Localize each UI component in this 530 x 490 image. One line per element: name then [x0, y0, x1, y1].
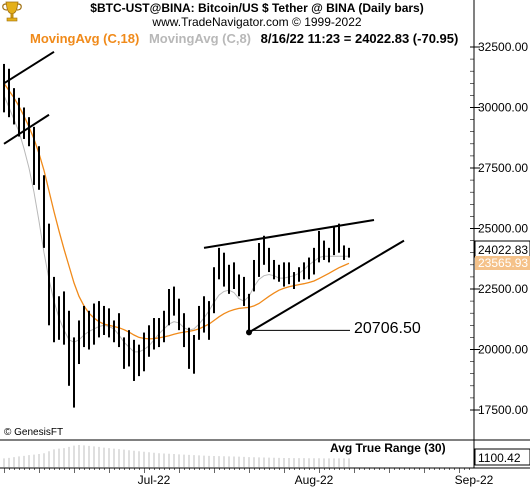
trendlines — [3, 50, 405, 334]
last-price-tag: 24022.83 — [478, 243, 528, 257]
plot-background — [0, 0, 474, 440]
price-bars — [3, 63, 350, 408]
legend-ma18: MovingAvg (C,18) — [30, 31, 140, 46]
ma18-line — [3, 82, 350, 340]
low-annotation: 20706.50 — [354, 320, 421, 337]
legend-last-info: 8/16/22 11:23 = 24022.83 (-70.95) — [260, 31, 459, 46]
atr-value: 1100.42 — [478, 451, 521, 465]
trendline — [248, 239, 405, 334]
legend-ma8: MovingAvg (C,8) — [148, 31, 252, 46]
atr-value-box — [474, 448, 530, 466]
y-tick-label: 25000.00 — [478, 222, 528, 236]
y-tick-label: 32500.00 — [478, 40, 528, 54]
ma18-series — [3, 82, 350, 340]
trendline — [3, 50, 55, 85]
x-axis: Jul-22 Aug-22 Sep-22 — [4, 468, 494, 487]
y-tick-label: 20000.00 — [478, 343, 528, 357]
y-tick-label: 22500.00 — [478, 282, 528, 296]
copyright: © GenesisFT — [4, 427, 64, 438]
ma8-line — [3, 95, 349, 353]
y-axis: 17500.00 20000.00 22500.00 25000.00 27500.00… — [470, 40, 528, 417]
x-tick-label: Jul-22 — [138, 473, 171, 487]
x-tick-label: Aug-22 — [295, 473, 334, 487]
trendline — [3, 113, 50, 145]
atr-panel — [3, 445, 350, 467]
trendline — [203, 219, 375, 249]
atr-title: Avg True Range (30) — [330, 441, 446, 455]
trophy-icon — [2, 1, 22, 22]
chart-source-line: www.TradeNavigator.com © 1999-2022 — [152, 15, 362, 29]
x-tick-label: Sep-22 — [455, 473, 494, 487]
price-tags: 24022.83 23565.93 1100.42 — [474, 240, 530, 466]
y-tick-label: 27500.00 — [478, 161, 528, 175]
ma18-tag: 23565.93 — [478, 256, 528, 270]
chart-symbol-title: $BTC-UST@BINA: Bitcoin/US $ Tether @ BIN… — [90, 1, 424, 15]
y-tick-label: 30000.00 — [478, 101, 528, 115]
y-tick-label: 17500.00 — [478, 403, 528, 417]
low-marker — [246, 329, 252, 336]
ma8-series — [3, 95, 349, 353]
legend: MovingAvg (C,18) MovingAvg (C,8) 8/16/22… — [30, 31, 464, 46]
annotation-marker — [246, 329, 350, 336]
ma18-tag-box — [475, 256, 530, 270]
